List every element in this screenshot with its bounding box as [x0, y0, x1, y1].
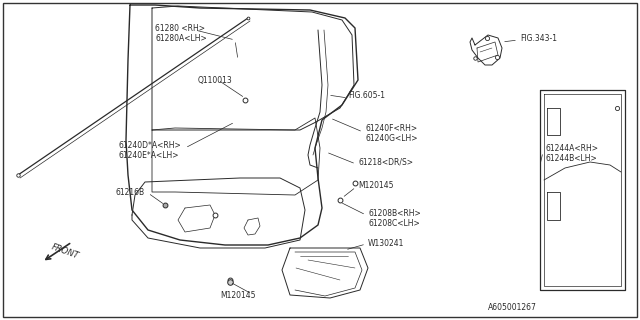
Text: 61240G<LH>: 61240G<LH> [365, 133, 417, 142]
Text: 61244A<RH>: 61244A<RH> [545, 143, 598, 153]
Text: 61240D*A<RH>: 61240D*A<RH> [118, 140, 180, 149]
Text: FIG.343-1: FIG.343-1 [520, 34, 557, 43]
Text: 61208B<RH>: 61208B<RH> [368, 209, 420, 218]
Text: 61218<DR/S>: 61218<DR/S> [358, 157, 413, 166]
Text: A605001267: A605001267 [488, 303, 537, 313]
Text: 61240E*A<LH>: 61240E*A<LH> [118, 150, 179, 159]
Text: 61240F<RH>: 61240F<RH> [365, 124, 417, 132]
Text: 61280A<LH>: 61280A<LH> [155, 34, 207, 43]
Text: 61280 <RH>: 61280 <RH> [155, 23, 205, 33]
Text: FRONT: FRONT [50, 243, 80, 261]
Text: M120145: M120145 [358, 180, 394, 189]
Text: FIG.605-1: FIG.605-1 [348, 91, 385, 100]
Text: 61244B<LH>: 61244B<LH> [545, 154, 596, 163]
Text: 61216B: 61216B [115, 188, 144, 196]
Text: Q110013: Q110013 [198, 76, 233, 84]
Text: W130241: W130241 [368, 238, 404, 247]
Text: 61208C<LH>: 61208C<LH> [368, 219, 420, 228]
Text: M120145: M120145 [220, 291, 255, 300]
